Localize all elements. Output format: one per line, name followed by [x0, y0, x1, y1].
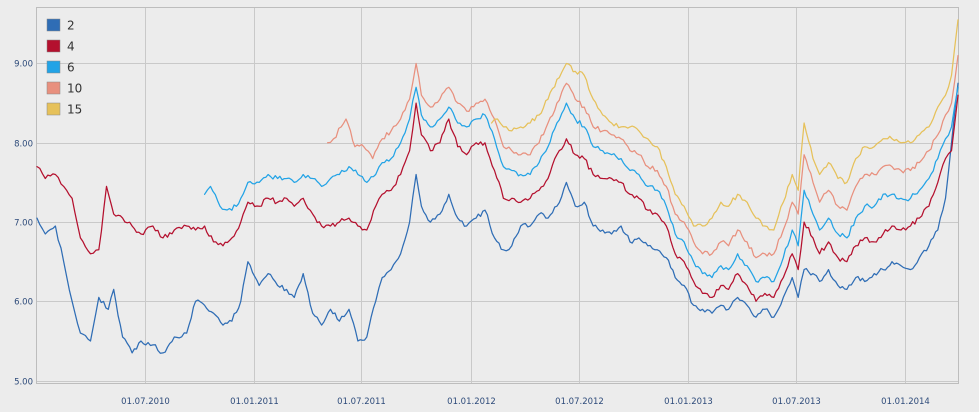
x-tick-label: 01.01.2014 — [881, 397, 930, 407]
legend-label-6[interactable]: 6 — [67, 61, 75, 75]
y-tick-label: 9.00 — [14, 60, 33, 70]
legend-swatch-15[interactable] — [46, 102, 61, 116]
series-line-4 — [36, 94, 959, 302]
y-tick-label: 6.00 — [14, 298, 33, 308]
y-axis-ticks: 5.00 6.00 7.00 8.00 9.00 — [14, 60, 33, 388]
series-line-10 — [326, 54, 959, 259]
series-line-2 — [36, 82, 959, 354]
series-lines — [36, 19, 959, 354]
legend-label-4[interactable]: 4 — [67, 40, 75, 54]
y-tick-label: 7.00 — [14, 219, 33, 229]
x-tick-label: 01.07.2013 — [772, 397, 821, 407]
legend-label-2[interactable]: 2 — [67, 19, 75, 33]
legend-label-15[interactable]: 15 — [67, 103, 82, 117]
legend-label-10[interactable]: 10 — [67, 82, 82, 96]
x-tick-label: 01.01.2013 — [664, 397, 713, 407]
x-tick-label: 01.07.2010 — [121, 397, 170, 407]
series-line-6 — [203, 86, 959, 283]
x-tick-label: 01.07.2012 — [555, 397, 604, 407]
x-axis-ticks: 01.07.2010 01.01.2011 01.07.2011 01.01.2012… — [121, 397, 930, 407]
x-tick-label: 01.07.2011 — [337, 397, 386, 407]
y-tick-label: 5.00 — [14, 378, 33, 388]
series-line-15 — [490, 19, 959, 231]
legend-swatch-10[interactable] — [46, 81, 61, 95]
x-tick-label: 01.01.2012 — [447, 397, 496, 407]
x-tick-label: 01.01.2011 — [230, 397, 279, 407]
legend[interactable]: 2 4 6 10 15 — [46, 18, 82, 117]
legend-swatch-2[interactable] — [46, 18, 61, 32]
legend-swatch-4[interactable] — [46, 39, 61, 53]
legend-swatch-6[interactable] — [46, 60, 61, 74]
y-tick-label: 8.00 — [14, 140, 33, 150]
grid-lines — [37, 8, 958, 383]
